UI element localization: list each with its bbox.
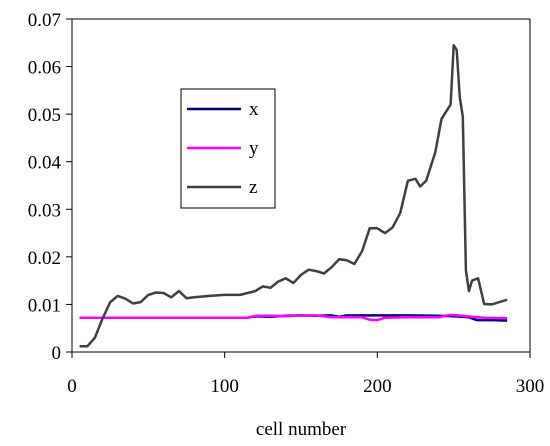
x-tick-label: 300 (516, 376, 545, 397)
y-tick-label: 0.01 (28, 295, 61, 316)
x-axis-title: cell number (256, 419, 347, 440)
x-axis: 0 100 200 300 (67, 352, 544, 397)
x-tick-label: 0 (67, 376, 77, 397)
legend: xyz (180, 88, 276, 209)
plot-frame (71, 18, 531, 353)
x-tick-label: 200 (363, 376, 392, 397)
legend-label-z: z (249, 177, 257, 198)
series-line-z (79, 43, 508, 348)
y-tick-label: 0 (52, 343, 62, 364)
y-tick-label: 0.04 (28, 153, 62, 174)
y-tick-label: 0.02 (28, 248, 61, 269)
x-tick-label: 100 (210, 376, 239, 397)
y-axis: 0 0.01 0.02 0.03 0.04 0.05 0.06 0.07 (28, 10, 72, 364)
y-tick-label: 0.05 (28, 105, 61, 126)
y-tick-label: 0.03 (28, 200, 61, 221)
plot-area (71, 18, 531, 353)
series-line-y (79, 313, 508, 322)
legend-label-x: x (249, 99, 259, 120)
y-tick-label: 0.07 (28, 10, 61, 31)
legend-label-y: y (249, 138, 259, 159)
series-layer (79, 43, 508, 348)
y-tick-label: 0.06 (28, 58, 61, 79)
